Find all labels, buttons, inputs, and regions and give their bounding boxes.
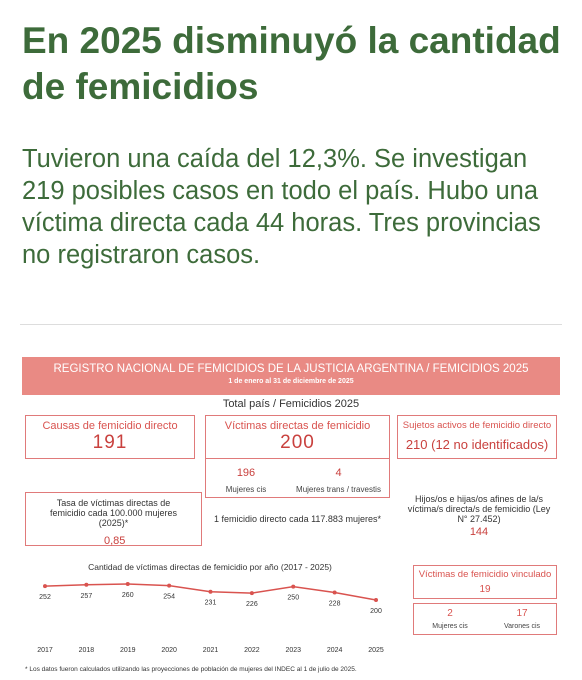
x-tick-label: 2019 [120, 647, 136, 654]
label: Hijos/os e hijas/os afines de la/s vícti… [407, 494, 551, 524]
children: Hijos/os e hijas/os afines de la/s vícti… [404, 494, 554, 538]
label: Víctimas de femicidio vinculado [418, 569, 552, 580]
point [249, 591, 254, 596]
data-label: 260 [122, 592, 134, 599]
victims-breakdown: 196 Mujeres cis 4 Mujeres trans / traves… [205, 458, 390, 498]
label: Mujeres cis [225, 485, 267, 494]
banner-title: REGISTRO NACIONAL DE FEMICIDIOS DE LA JU… [53, 363, 529, 375]
label: Sujetos activos de femicidio directo [402, 420, 552, 431]
label: Mujeres trans / travestis [296, 485, 381, 494]
x-tick-label: 2018 [79, 647, 95, 654]
x-tick-label: 2021 [203, 647, 219, 654]
data-label: 257 [81, 593, 93, 600]
x-tick-label: 2020 [161, 647, 177, 654]
point [43, 584, 47, 589]
linked-breakdown: 2 Mujeres cis 17 Varones cis [413, 603, 557, 635]
perpetrators-box: Sujetos activos de femicidio directo 210… [397, 415, 557, 459]
label: Varones cis [503, 623, 541, 630]
value: 144 [469, 526, 489, 538]
headline: En 2025 disminuyó la cantidad de femicid… [22, 20, 561, 107]
causes-box: Causas de femicidio directo 191 [25, 415, 195, 459]
cis: 196 Mujeres cis [206, 467, 286, 494]
divider [20, 324, 562, 325]
x-tick-label: 2024 [327, 647, 343, 654]
section-heading: Total país / Femicidios 2025 [222, 398, 360, 410]
data-label: 228 [329, 601, 341, 608]
value: 17 [516, 608, 528, 619]
line-chart: Cantidad de víctimas directas de femicid… [37, 562, 384, 654]
point [332, 590, 337, 595]
cis-men: 17 Varones cis [486, 608, 558, 630]
point [167, 583, 172, 588]
point [374, 598, 378, 602]
label: Víctimas directas de femicidio [224, 420, 371, 432]
point [125, 582, 130, 586]
value: 4 [335, 467, 342, 479]
value: 0,85 [104, 535, 126, 547]
data-label: 231 [205, 600, 217, 607]
value: 19 [479, 584, 491, 595]
data-label: 226 [246, 601, 258, 608]
linked-box: Víctimas de femicidio vinculado 19 [413, 565, 557, 599]
subheadline: Tuvieron una caída del 12,3%. Se investi… [22, 145, 541, 269]
value: 196 [236, 467, 256, 479]
value: 200 [280, 432, 315, 453]
point [84, 582, 89, 587]
chart-title: Cantidad de víctimas directas de femicid… [88, 562, 332, 572]
label: Mujeres cis [432, 623, 468, 630]
footnote: * Los datos fueron calculados utilizando… [25, 666, 357, 673]
value: 2 [447, 608, 453, 619]
x-tick-label: 2017 [37, 647, 53, 654]
x-tick-label: 2023 [285, 647, 301, 654]
point [208, 589, 213, 594]
label: Tasa de víctimas directas de femicidio c… [49, 498, 178, 528]
x-tick-label: 2025 [368, 647, 384, 654]
data-label: 200 [370, 608, 382, 615]
banner-period: 1 de enero al 31 de diciembre de 2025 [228, 378, 354, 385]
data-label: 252 [39, 594, 51, 601]
data-label: 254 [163, 594, 175, 601]
label: Causas de femicidio directo [42, 420, 178, 432]
cis-women: 2 Mujeres cis [414, 608, 486, 630]
banner: REGISTRO NACIONAL DE FEMICIDIOS DE LA JU… [22, 357, 560, 395]
value: 210 (12 no identificados) [405, 437, 549, 452]
point [291, 584, 296, 589]
victims-box: Víctimas directas de femicidio 200 [205, 415, 390, 459]
value: 191 [92, 432, 128, 453]
ratio: 1 femicidio directo cada 117.883 mujeres… [214, 514, 381, 524]
trans: 4 Mujeres trans / travestis [286, 467, 391, 494]
rate-box: Tasa de víctimas directas de femicidio c… [25, 492, 202, 547]
data-label: 250 [287, 595, 299, 602]
x-tick-label: 2022 [244, 647, 260, 654]
